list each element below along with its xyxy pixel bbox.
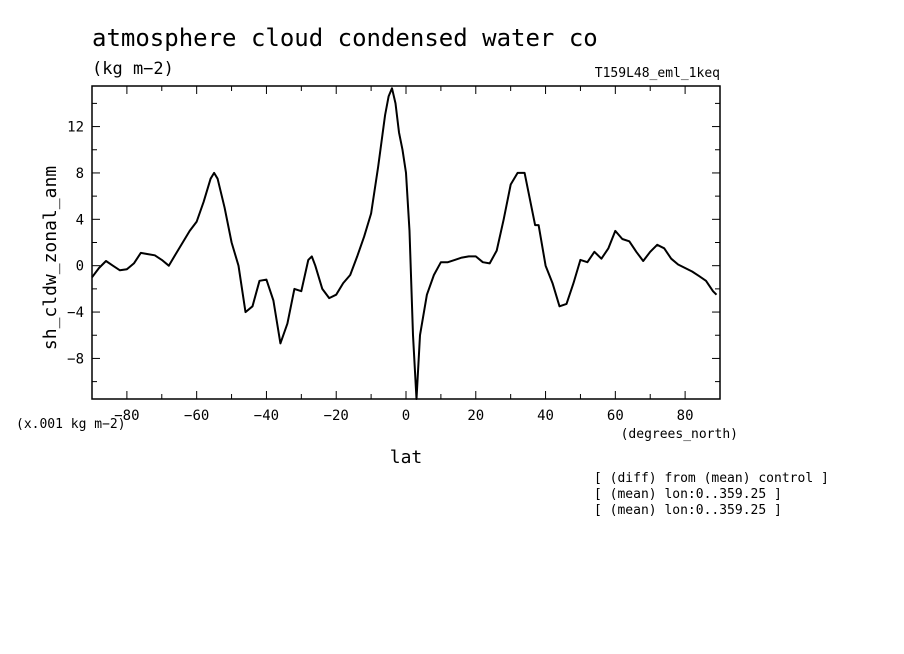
- note-line-2: [ (mean) lon:0..359.25 ]: [594, 487, 782, 502]
- y-tick-label: 4: [76, 212, 84, 228]
- x-tick-label: −60: [184, 408, 209, 424]
- x-tick-label: 40: [537, 408, 554, 424]
- y-tick-label: −8: [67, 351, 84, 367]
- x-axis-label: lat: [390, 447, 423, 468]
- chart-title: atmosphere cloud condensed water co: [92, 24, 598, 52]
- axis-ticks: [91, 86, 721, 399]
- y-axis-label: sh_cldw_zonal_anm: [40, 166, 61, 350]
- y-scale-note: (x.001 kg m−2): [16, 417, 126, 432]
- x-tick-label: −20: [324, 408, 349, 424]
- x-tick-label: −80: [114, 408, 139, 424]
- x-tick-label: 60: [607, 408, 624, 424]
- x-tick-label: −40: [254, 408, 279, 424]
- x-tick-label: 20: [467, 408, 484, 424]
- y-tick-label: 12: [67, 120, 84, 136]
- x-tick-label: 80: [677, 408, 694, 424]
- run-label: T159L48_eml_1keq: [595, 66, 720, 81]
- x-tick-label: 0: [402, 408, 410, 424]
- plot-frame: [91, 85, 721, 400]
- series-line: [91, 87, 718, 400]
- x-axis-units: (degrees_north): [621, 427, 738, 442]
- note-line-3: [ (mean) lon:0..359.25 ]: [594, 503, 782, 518]
- chart-units: (kg m−2): [92, 59, 174, 79]
- y-tick-label: 0: [76, 259, 84, 275]
- note-line-1: [ (diff) from (mean) control ]: [594, 471, 829, 486]
- y-tick-label: −4: [67, 305, 84, 321]
- y-tick-label: 8: [76, 166, 84, 182]
